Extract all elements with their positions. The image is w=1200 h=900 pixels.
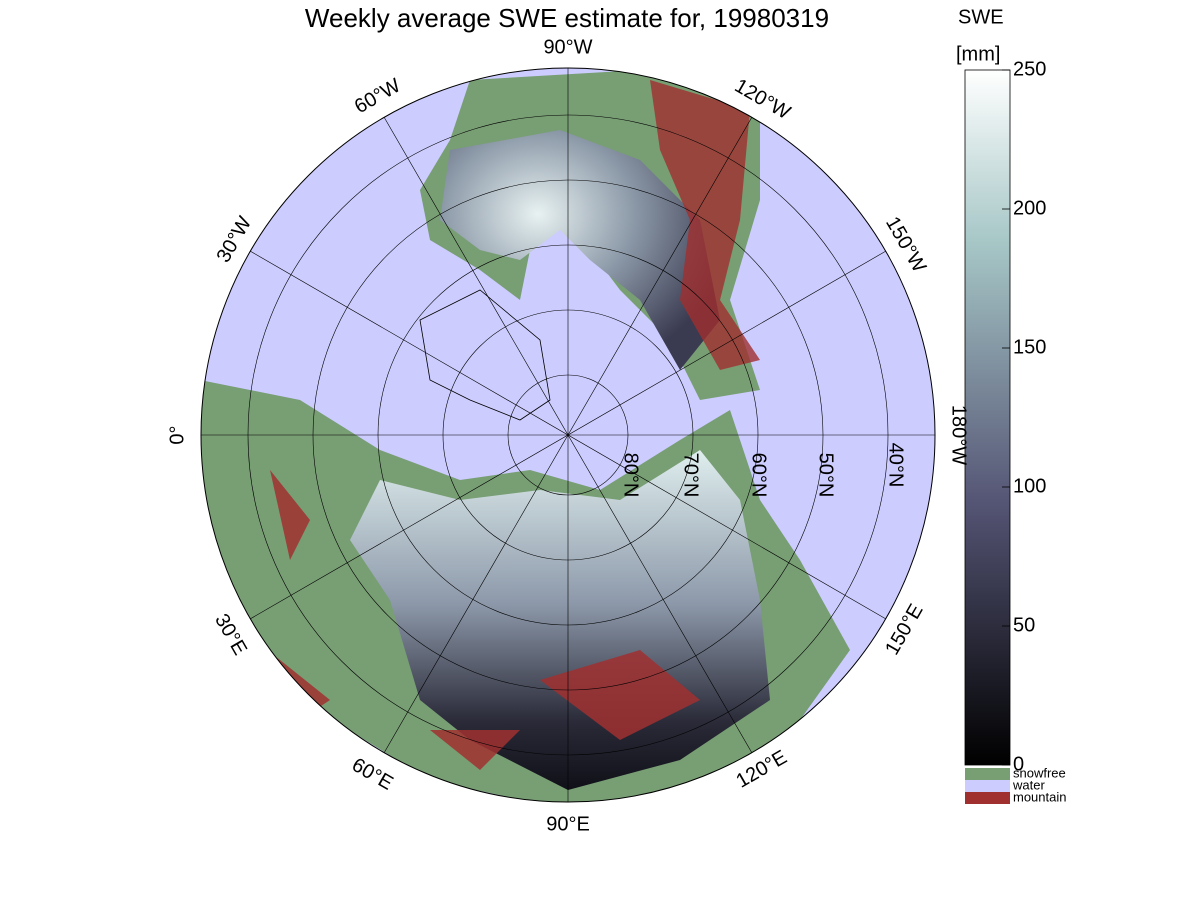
parallel-label: 60°N: [748, 453, 770, 498]
parallel-label: 50°N: [815, 453, 837, 498]
title: Weekly average SWE estimate for, 1998031…: [305, 3, 829, 33]
legend-swatch: [965, 792, 1010, 804]
parallel-label: 80°N: [620, 453, 642, 498]
colorbar-unit: [mm]: [956, 43, 1000, 65]
meridian-label: 180°W: [948, 405, 970, 465]
map: [201, 68, 935, 802]
legend-label: mountain: [1013, 789, 1066, 804]
mountain-eu: [230, 470, 700, 770]
colorbar-tick-label: 0: [1013, 753, 1024, 775]
meridian-label: 0°: [166, 425, 188, 444]
snow-na: [440, 130, 720, 370]
colorbar-tick-label: 150: [1013, 336, 1046, 358]
meridian-label: 60°E: [348, 754, 397, 795]
meridian-label: 90°E: [546, 813, 590, 835]
colorbar: [964, 69, 1011, 766]
meridian-label: 30°E: [210, 610, 251, 659]
colorbar-tick-label: 100: [1013, 475, 1046, 497]
map-border: [200, 67, 936, 803]
graticule: [201, 68, 935, 802]
legend-label: water: [1012, 777, 1045, 792]
parallel-label: 40°N: [885, 443, 907, 488]
parallel-label: 70°N: [680, 453, 702, 498]
legend-swatch: [965, 780, 1010, 792]
mountain-na: [650, 80, 760, 370]
meridian-label: 90°W: [543, 36, 592, 58]
colorbar-tick-label: 200: [1013, 197, 1046, 219]
legend-swatch: [965, 768, 1010, 780]
colorbar-tick-label: 250: [1013, 58, 1046, 80]
colorbar-tick-label: 50: [1013, 614, 1035, 636]
colorbar-title: SWE: [958, 6, 1004, 28]
legend-label: snowfree: [1013, 765, 1066, 780]
